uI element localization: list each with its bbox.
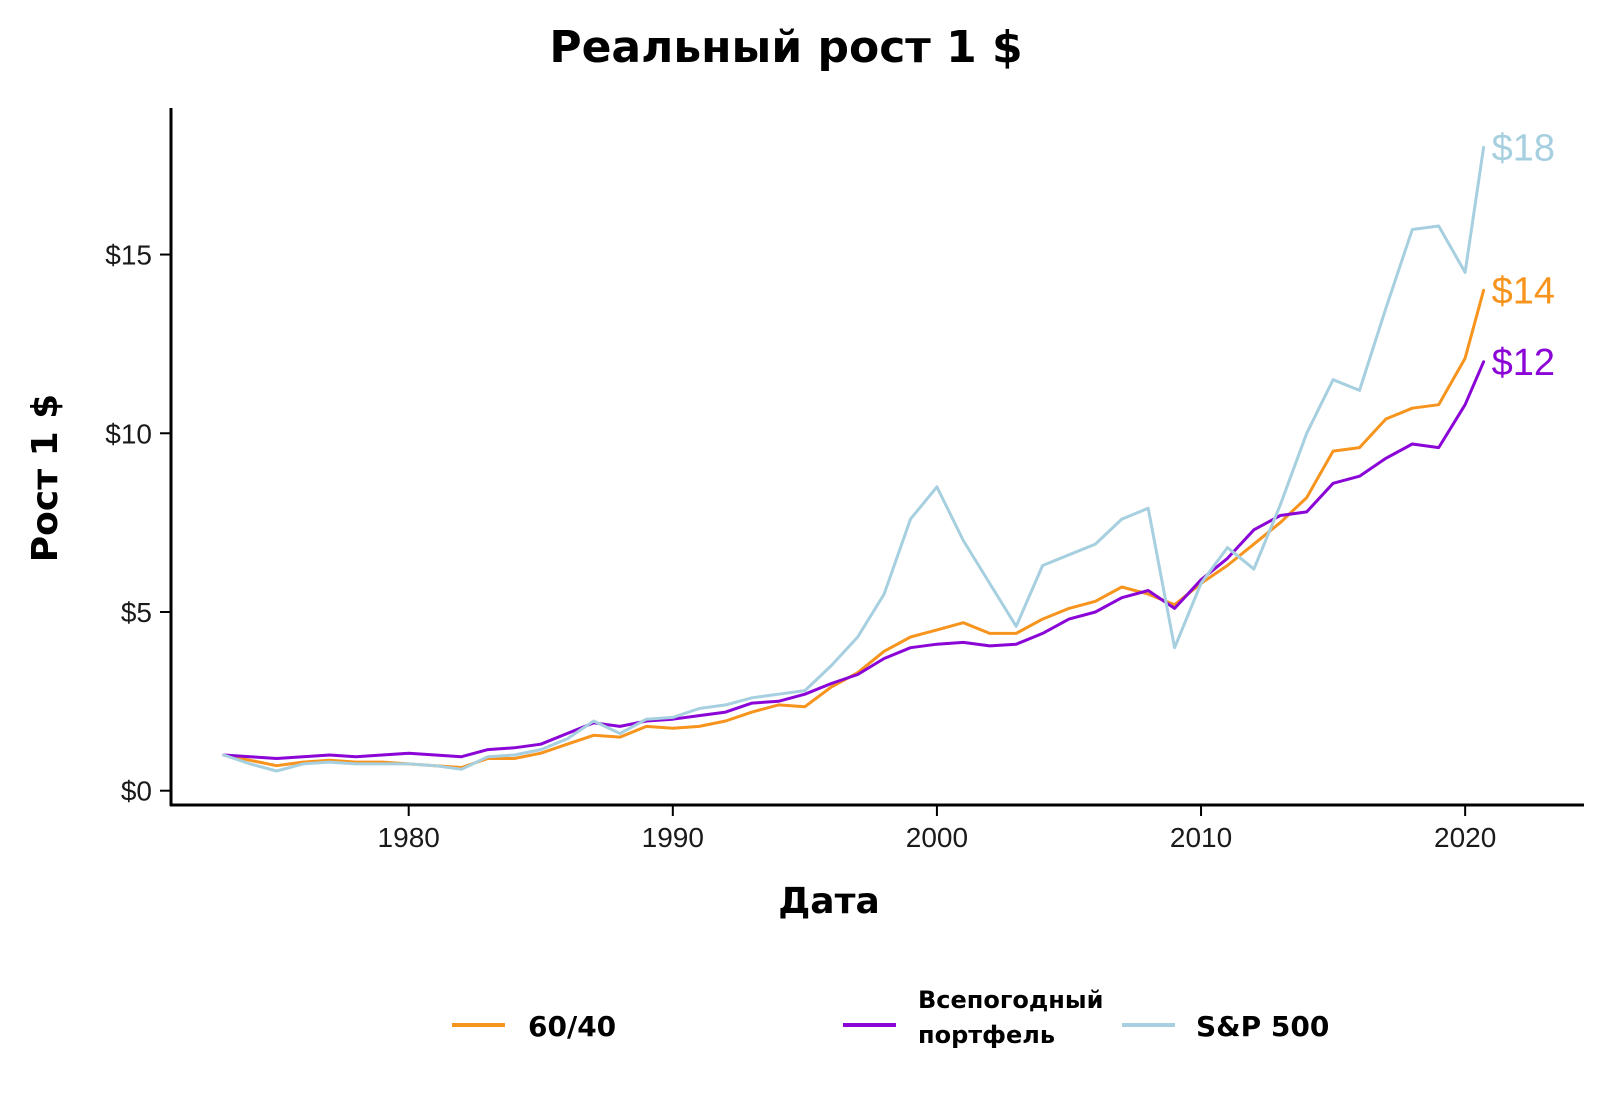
y-tick-label: $0 (121, 776, 152, 807)
x-tick-label: 2020 (1434, 822, 1496, 853)
end-labels: $14 $12 $18 (1492, 127, 1555, 383)
end-label-sp500: $18 (1492, 127, 1555, 169)
x-tick-label: 1980 (378, 822, 440, 853)
y-axis-ticks: $0 $5 $10 $15 (105, 240, 171, 807)
y-tick-label: $15 (105, 240, 152, 271)
y-axis-title: Рост 1 $ (25, 394, 66, 563)
legend-item-all-weather: Всепогодный портфель (843, 986, 1103, 1049)
legend-label-all-weather-line1: Всепогодный (918, 986, 1103, 1014)
end-label-all-weather: $12 (1492, 342, 1555, 384)
x-tick-label: 2010 (1170, 822, 1232, 853)
legend-item-sp500: S&P 500 (1122, 1010, 1329, 1043)
x-tick-label: 1990 (642, 822, 704, 853)
legend-item-60-40: 60/40 (452, 1010, 616, 1043)
plot-area: 1980 1990 2000 2010 2020 $0$5$10$15 $14$12$1… (105, 108, 1584, 853)
legend: 60/40 Всепогодный портфель S&P 500 (452, 986, 1329, 1049)
x-tick-label: 2000 (906, 822, 968, 853)
series-line-60-40 (222, 288, 1486, 769)
end-label-60-40: $14 (1492, 270, 1555, 312)
legend-label-sp500: S&P 500 (1196, 1010, 1329, 1043)
series-layer (222, 145, 1486, 773)
series-line-all-weather (222, 360, 1486, 760)
y-tick-label: $5 (121, 597, 152, 628)
legend-label-60-40: 60/40 (528, 1010, 616, 1043)
x-axis-ticks: 1980 1990 2000 2010 2020 (378, 805, 1496, 853)
y-tick-label: $10 (105, 418, 152, 449)
x-axis-title: Дата (778, 881, 880, 922)
legend-label-all-weather-line2: портфель (918, 1021, 1055, 1049)
chart-title: Реальный рост 1 $ (549, 22, 1022, 73)
series-line-sp500 (222, 145, 1486, 773)
